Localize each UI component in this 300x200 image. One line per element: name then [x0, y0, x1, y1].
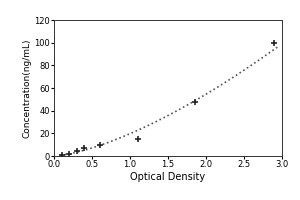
X-axis label: Optical Density: Optical Density: [130, 172, 206, 182]
Y-axis label: Concentration(ng/mL): Concentration(ng/mL): [22, 38, 31, 138]
